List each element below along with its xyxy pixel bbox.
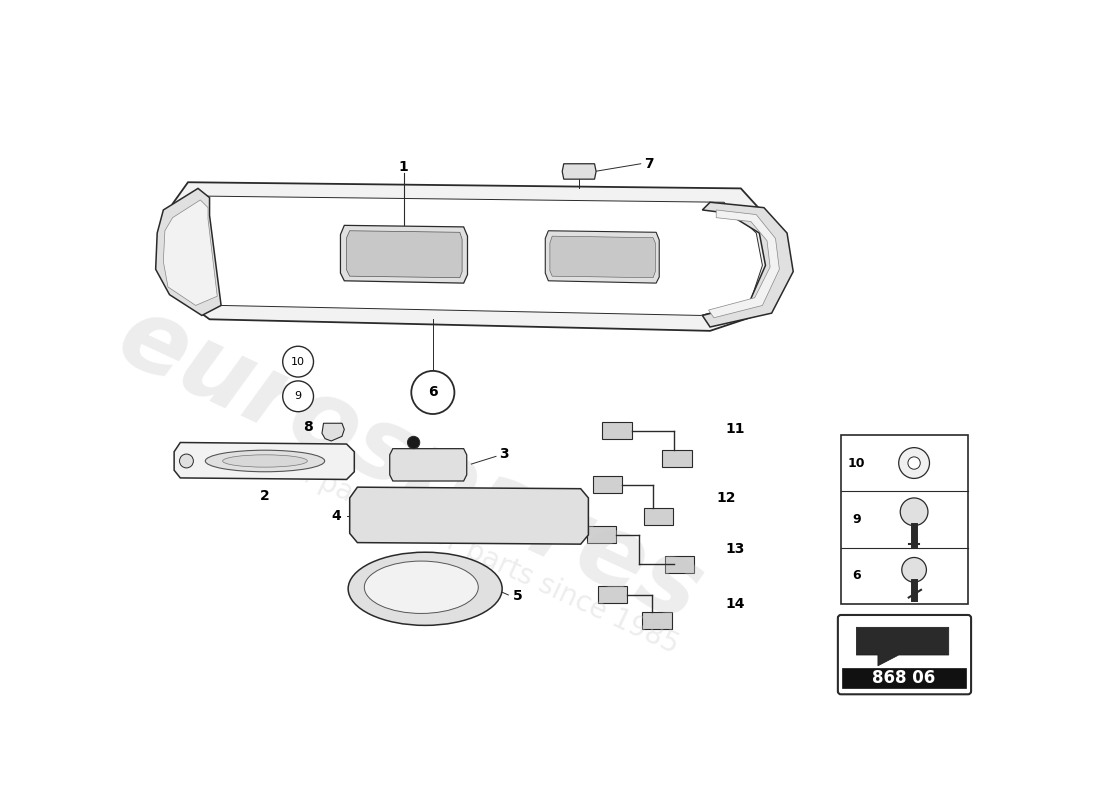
Circle shape	[899, 448, 930, 478]
Text: 7: 7	[644, 157, 653, 170]
Text: a passion for parts since 1985: a passion for parts since 1985	[290, 457, 683, 659]
Text: 11: 11	[726, 422, 745, 436]
Text: 3: 3	[499, 447, 508, 461]
Polygon shape	[156, 188, 221, 315]
Bar	[662, 450, 692, 467]
Text: 4: 4	[332, 509, 341, 522]
Ellipse shape	[206, 450, 324, 472]
Text: 13: 13	[726, 542, 745, 556]
Text: 9: 9	[295, 391, 301, 402]
Polygon shape	[174, 442, 354, 479]
Polygon shape	[350, 487, 588, 544]
Bar	[644, 508, 673, 525]
Text: 12: 12	[716, 491, 736, 505]
Circle shape	[908, 457, 921, 469]
Polygon shape	[546, 230, 659, 283]
Text: 8: 8	[304, 420, 313, 434]
Circle shape	[411, 371, 454, 414]
Bar	[642, 612, 671, 629]
Polygon shape	[346, 230, 462, 278]
Bar	[395, 496, 417, 534]
Polygon shape	[703, 202, 793, 327]
Circle shape	[900, 498, 928, 526]
Text: 5: 5	[513, 590, 522, 603]
Bar	[603, 422, 631, 439]
Polygon shape	[341, 226, 468, 283]
Text: 10: 10	[848, 457, 865, 470]
Circle shape	[283, 346, 313, 377]
Circle shape	[407, 436, 420, 449]
Bar	[456, 496, 478, 534]
Polygon shape	[163, 200, 218, 306]
Text: 2: 2	[260, 490, 270, 503]
Bar	[843, 668, 967, 688]
Text: 6: 6	[428, 386, 438, 399]
Polygon shape	[856, 627, 948, 666]
Text: 6: 6	[852, 570, 860, 582]
Bar	[664, 556, 694, 573]
Polygon shape	[550, 236, 656, 278]
Ellipse shape	[348, 552, 502, 626]
Bar	[593, 476, 623, 494]
Bar	[364, 496, 386, 534]
Polygon shape	[562, 164, 596, 179]
Polygon shape	[162, 182, 788, 331]
Text: eurospares: eurospares	[102, 288, 717, 643]
Polygon shape	[389, 449, 466, 481]
Ellipse shape	[222, 455, 307, 467]
Bar	[487, 496, 509, 534]
Text: 1: 1	[398, 160, 408, 174]
Bar	[426, 496, 448, 534]
Text: 9: 9	[852, 513, 860, 526]
Polygon shape	[183, 196, 762, 315]
Polygon shape	[708, 210, 779, 318]
Text: 14: 14	[726, 597, 745, 611]
Circle shape	[283, 381, 313, 412]
Text: 868 06: 868 06	[872, 669, 936, 687]
Bar	[587, 526, 616, 543]
FancyBboxPatch shape	[838, 615, 971, 694]
Bar	[549, 496, 571, 534]
Circle shape	[902, 558, 926, 582]
Bar	[518, 496, 540, 534]
Bar	[597, 586, 627, 603]
Ellipse shape	[364, 561, 478, 614]
Bar	[842, 435, 968, 604]
Text: 10: 10	[292, 357, 305, 366]
Polygon shape	[322, 423, 344, 441]
Circle shape	[179, 454, 194, 468]
